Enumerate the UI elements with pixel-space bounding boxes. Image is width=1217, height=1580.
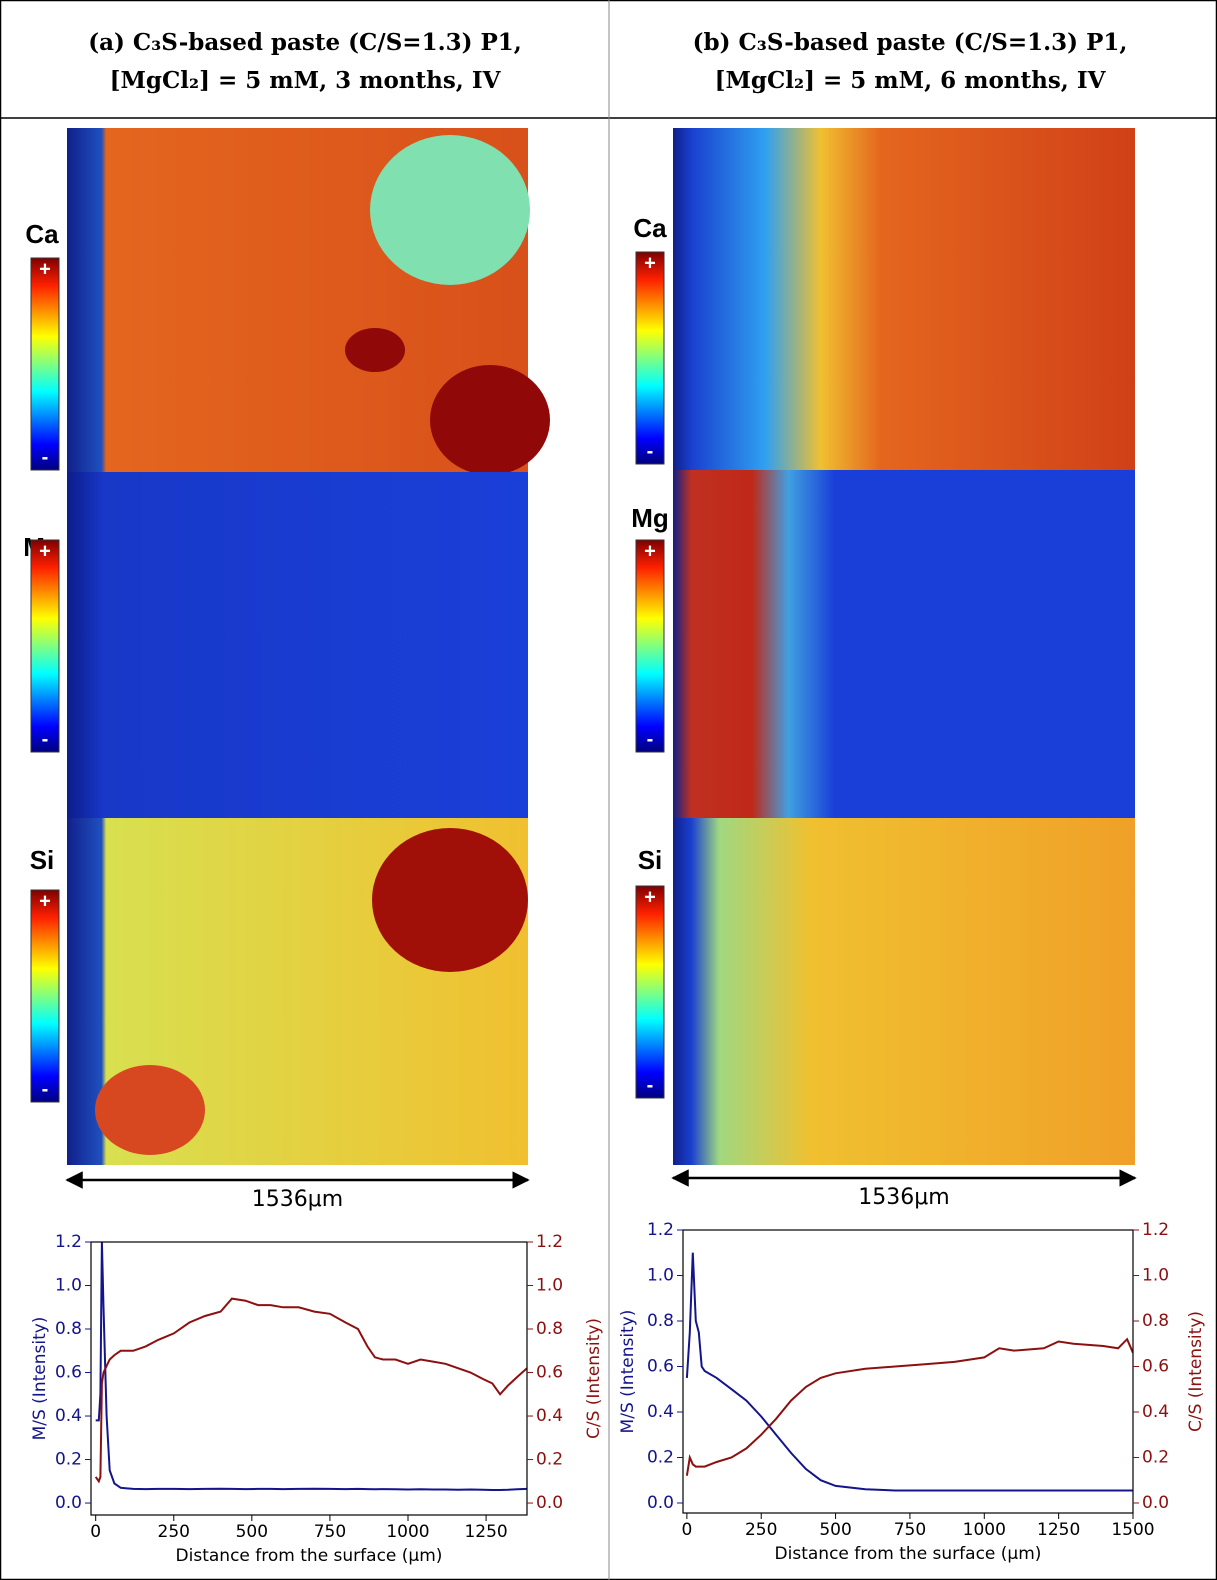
x-tick-label: 0 xyxy=(90,1522,101,1542)
colorbar-min: - xyxy=(647,440,654,462)
colorbar-max: + xyxy=(644,252,656,274)
panel-header: (b) C₃S-based paste (C/S=1.3) P1, xyxy=(693,29,1128,56)
si-map xyxy=(673,818,1135,1165)
colorbar-max: + xyxy=(39,890,51,912)
data-line xyxy=(685,1337,1133,1476)
x-tick-label: 250 xyxy=(745,1520,777,1540)
element-label: Ca xyxy=(633,213,667,243)
y-tick-label: 0.0 xyxy=(55,1493,82,1513)
x-tick-label: 1500 xyxy=(1111,1520,1154,1540)
x-tick-label: 500 xyxy=(819,1520,851,1540)
x-tick-label: 250 xyxy=(158,1522,190,1542)
y-tick-label: 0.2 xyxy=(647,1447,674,1467)
y-tick-label: 1.2 xyxy=(647,1220,674,1240)
y2-tick-label: 1.2 xyxy=(1142,1220,1169,1240)
y2-tick-label: 0.0 xyxy=(1142,1493,1169,1513)
y-tick-label: 1.0 xyxy=(55,1276,82,1296)
colorbar-min: - xyxy=(647,728,654,750)
x-tick-label: 1250 xyxy=(1037,1520,1080,1540)
element-label: Si xyxy=(638,845,663,875)
y-tick-label: 1.2 xyxy=(55,1232,82,1252)
x-tick-label: 1000 xyxy=(386,1522,429,1542)
colorbar xyxy=(30,539,60,753)
y2-tick-label: 1.2 xyxy=(536,1232,563,1252)
element-label: Si xyxy=(30,845,55,875)
x-tick-label: 0 xyxy=(681,1520,692,1540)
y2-tick-label: 0.6 xyxy=(1142,1356,1169,1376)
element-label: Ca xyxy=(25,219,59,249)
y-tick-label: 0.2 xyxy=(55,1450,82,1470)
plot-frame xyxy=(90,1241,528,1516)
map-region xyxy=(95,1065,205,1155)
y-axis-label: M/S (Intensity) xyxy=(30,1317,50,1441)
colorbar-min: - xyxy=(647,1074,654,1096)
plot-frame xyxy=(682,1229,1134,1514)
y2-tick-label: 0.8 xyxy=(1142,1311,1169,1331)
x-tick-label: 1000 xyxy=(963,1520,1006,1540)
y-tick-label: 0.8 xyxy=(55,1319,82,1339)
panel-header: [MgCl₂] = 5 mM, 6 months, IV xyxy=(715,67,1107,94)
y-tick-label: 0.0 xyxy=(647,1493,674,1513)
colorbar-min: - xyxy=(42,446,49,468)
mg-map xyxy=(67,472,528,818)
y2-tick-label: 1.0 xyxy=(536,1276,563,1296)
y-tick-label: 0.4 xyxy=(55,1406,82,1426)
x-tick-label: 750 xyxy=(894,1520,926,1540)
colorbar xyxy=(30,889,60,1103)
y-axis-label: M/S (Intensity) xyxy=(618,1310,638,1434)
colorbar xyxy=(635,885,665,1099)
y2-tick-label: 0.2 xyxy=(536,1450,563,1470)
mg-map xyxy=(673,470,1135,818)
map-region xyxy=(345,328,405,372)
element-label: Mg xyxy=(631,503,669,533)
y2-tick-label: 0.2 xyxy=(1142,1447,1169,1467)
y2-tick-label: 0.6 xyxy=(536,1363,563,1383)
colorbar xyxy=(635,539,665,753)
x-axis-label: Distance from the surface (μm) xyxy=(176,1546,443,1566)
x-tick-label: 750 xyxy=(314,1522,346,1542)
colorbar-min: - xyxy=(42,1078,49,1100)
x-axis-label: Distance from the surface (μm) xyxy=(775,1544,1042,1564)
panel-header: [MgCl₂] = 5 mM, 3 months, IV xyxy=(110,67,502,94)
y2-tick-label: 1.0 xyxy=(1142,1265,1169,1285)
y-tick-label: 0.6 xyxy=(647,1356,674,1376)
colorbar-max: + xyxy=(39,258,51,280)
colorbar xyxy=(30,257,60,471)
colorbar-max: + xyxy=(644,540,656,562)
y-tick-label: 0.6 xyxy=(55,1363,82,1383)
y2-tick-label: 0.4 xyxy=(536,1406,563,1426)
y2-tick-label: 0.4 xyxy=(1142,1402,1169,1422)
colorbar-max: + xyxy=(39,540,51,562)
y2-tick-label: 0.8 xyxy=(536,1319,563,1339)
y-tick-label: 0.8 xyxy=(647,1311,674,1331)
colorbar-min: - xyxy=(42,728,49,750)
y-tick-label: 1.0 xyxy=(647,1265,674,1285)
y2-axis-label: C/S (Intensity) xyxy=(1186,1311,1206,1432)
scale-bar-label: 1536μm xyxy=(858,1185,949,1210)
colorbar-max: + xyxy=(644,886,656,908)
map-region xyxy=(372,828,528,972)
data-line xyxy=(685,1252,1133,1492)
panel-header: (a) C₃S-based paste (C/S=1.3) P1, xyxy=(88,29,522,56)
scale-bar-label: 1536μm xyxy=(252,1187,343,1212)
ca-map xyxy=(673,128,1135,470)
y-tick-label: 0.4 xyxy=(647,1402,674,1422)
map-region xyxy=(370,135,530,285)
x-tick-label: 1250 xyxy=(464,1522,507,1542)
y2-tick-label: 0.0 xyxy=(536,1493,563,1513)
colorbar xyxy=(635,251,665,465)
data-line xyxy=(95,1241,527,1491)
data-line xyxy=(94,1297,527,1484)
y2-axis-label: C/S (Intensity) xyxy=(584,1318,604,1439)
x-tick-label: 500 xyxy=(236,1522,268,1542)
map-region xyxy=(430,365,550,475)
